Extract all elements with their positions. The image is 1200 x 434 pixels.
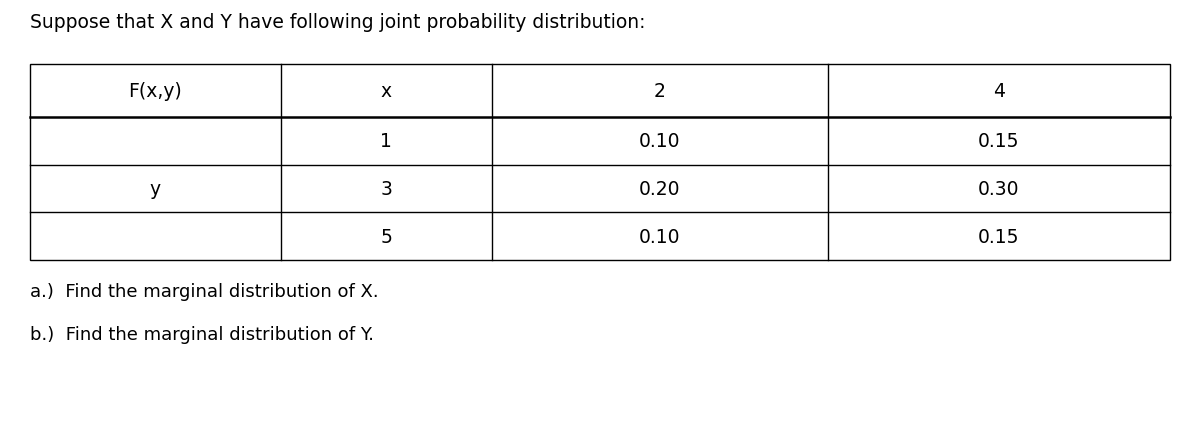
Text: Suppose that X and Y have following joint probability distribution:: Suppose that X and Y have following join… <box>30 13 646 32</box>
Text: x: x <box>380 82 392 101</box>
Text: 0.15: 0.15 <box>978 227 1020 246</box>
Text: 0.20: 0.20 <box>640 180 680 198</box>
Text: 2: 2 <box>654 82 666 101</box>
Text: 0.30: 0.30 <box>978 180 1020 198</box>
Text: 3: 3 <box>380 180 392 198</box>
Text: a.)  Find the marginal distribution of X.: a.) Find the marginal distribution of X. <box>30 282 379 300</box>
Text: 0.10: 0.10 <box>640 227 680 246</box>
Text: 4: 4 <box>994 82 1004 101</box>
Text: 5: 5 <box>380 227 392 246</box>
Text: b.)  Find the marginal distribution of Y.: b.) Find the marginal distribution of Y. <box>30 326 374 343</box>
Bar <box>30 65 1170 260</box>
Text: 1: 1 <box>380 132 392 151</box>
Text: 0.15: 0.15 <box>978 132 1020 151</box>
Text: 0.10: 0.10 <box>640 132 680 151</box>
Text: F(x,y): F(x,y) <box>128 82 182 101</box>
Text: y: y <box>150 180 161 198</box>
